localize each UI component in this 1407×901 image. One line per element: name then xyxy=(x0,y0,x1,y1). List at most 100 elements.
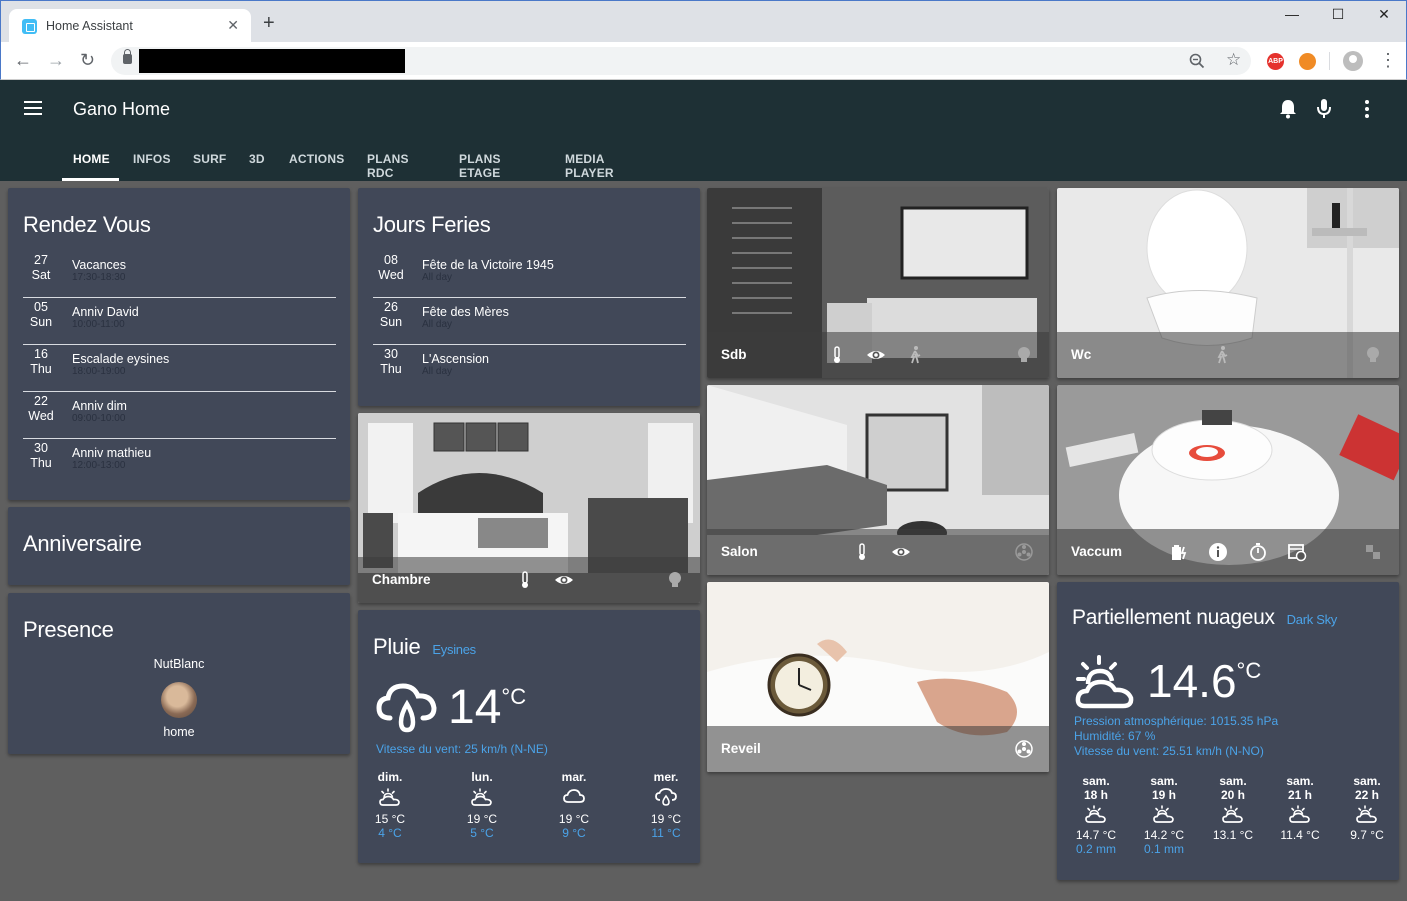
calendar-event[interactable]: 16 Thu Escalade eysines 18:00-19:00 xyxy=(23,345,336,392)
forecast-hour: sam. 18 h 14.7 °C 0.2 mm xyxy=(1069,774,1123,856)
weather-location: Eysines xyxy=(432,642,476,657)
tab-infos[interactable]: INFOS xyxy=(133,152,171,166)
forecast-weekday: mer. xyxy=(653,770,679,784)
browser-tab[interactable]: Home Assistant ✕ xyxy=(9,9,251,43)
partly-cloudy-icon xyxy=(1206,802,1260,826)
event-weekday: Sun xyxy=(379,315,403,329)
forecast-weekday: lun. xyxy=(471,770,493,784)
event-weekday: Thu xyxy=(380,362,402,376)
forecast-temp: 14.2 °C xyxy=(1143,828,1185,842)
adblock-icon[interactable]: ABP xyxy=(1267,53,1284,70)
event-date: 26 Sun xyxy=(373,300,409,330)
calendar-event[interactable]: 05 Sun Anniv David 10:00-11:00 xyxy=(23,298,336,345)
event-weekday: Wed xyxy=(378,268,404,282)
battery-charging-icon[interactable] xyxy=(1169,542,1189,562)
app-header: Gano Home HOME INFOS SURF 3D ACTIONS PLA… xyxy=(0,80,1407,181)
tab-plans-rdc[interactable]: PLANS RDC xyxy=(367,152,409,180)
temperature-unit: °C xyxy=(501,684,527,709)
hamburger-menu-icon[interactable] xyxy=(24,101,42,115)
event-time: 10:00-11:00 xyxy=(72,319,125,330)
tab-media-player[interactable]: MEDIA PLAYER xyxy=(565,152,614,180)
fan-icon[interactable] xyxy=(1014,739,1034,759)
wc-room-card[interactable]: Wc xyxy=(1057,188,1399,378)
forecast-weekday: sam. xyxy=(1082,774,1110,788)
chambre-room-card[interactable]: Chambre xyxy=(358,413,700,603)
calendar-clock-icon[interactable] xyxy=(1287,542,1307,562)
close-window-button[interactable]: ✕ xyxy=(1378,6,1390,22)
address-bar[interactable]: ☆ xyxy=(111,47,1251,75)
back-icon[interactable]: ← xyxy=(14,50,32,70)
thermometer-icon[interactable] xyxy=(852,542,872,562)
browser-menu-icon[interactable]: ⋮ xyxy=(1379,50,1397,70)
forecast-high: 19 °C xyxy=(650,812,682,826)
weather-condition: Partiellement nuageux xyxy=(1072,606,1275,629)
rendez-vous-card: Rendez Vous 27 Sat Vacances 17:30-18:30 05 Su… xyxy=(8,188,350,500)
forecast-high: 19 °C xyxy=(466,812,498,826)
person-avatar[interactable] xyxy=(161,682,197,718)
motion-sensor-icon[interactable] xyxy=(905,345,925,365)
tab-actions[interactable]: ACTIONS xyxy=(289,152,345,166)
forecast-hour: sam. 21 h 11.4 °C xyxy=(1273,774,1327,842)
lightbulb-icon[interactable] xyxy=(1363,345,1383,365)
thermometer-icon[interactable] xyxy=(515,570,535,590)
eye-icon[interactable] xyxy=(891,542,911,562)
card-title: Rendez Vous xyxy=(23,212,151,237)
tab-3d[interactable]: 3D xyxy=(249,152,265,166)
temperature-row: 14°C xyxy=(448,680,526,735)
forecast-low: 4 °C xyxy=(378,826,402,840)
event-weekday: Sat xyxy=(31,268,51,282)
eye-icon[interactable] xyxy=(866,345,886,365)
timer-icon[interactable] xyxy=(1248,542,1268,562)
forecast-time: 18 h xyxy=(1083,788,1108,802)
calendar-event[interactable]: 08 Wed Fête de la Victoire 1945 All day xyxy=(373,251,686,298)
lightbulb-icon[interactable] xyxy=(1014,345,1034,365)
room-bar: Vaccum xyxy=(1057,529,1399,575)
notifications-bell-icon[interactable] xyxy=(1278,98,1298,120)
lock-icon xyxy=(123,49,132,64)
thermometer-icon[interactable] xyxy=(827,345,847,365)
calendar-event[interactable]: 30 Thu Anniv mathieu 12:00-13:00 xyxy=(23,439,336,486)
event-day: 27 xyxy=(34,253,48,267)
zoom-icon[interactable] xyxy=(1189,53,1205,69)
new-tab-button[interactable]: + xyxy=(263,12,275,34)
salon-room-card[interactable]: Salon xyxy=(707,385,1049,575)
calendar-event[interactable]: 26 Sun Fête des Mères All day xyxy=(373,298,686,345)
room-name: Salon xyxy=(721,544,758,559)
tab-home[interactable]: HOME xyxy=(73,152,110,166)
tab-surf[interactable]: SURF xyxy=(193,152,227,166)
browser-tab-strip: Home Assistant ✕ + — ☐ ✕ xyxy=(0,0,1407,43)
extension-icon[interactable] xyxy=(1299,53,1316,70)
calendar-event[interactable]: 27 Sat Vacances 17:30-18:30 xyxy=(23,251,336,298)
event-title: L'Ascension xyxy=(422,352,490,366)
tab-close-icon[interactable]: ✕ xyxy=(227,17,239,33)
event-day: 26 xyxy=(384,300,398,314)
eye-icon[interactable] xyxy=(554,570,574,590)
motion-sensor-icon[interactable] xyxy=(1212,345,1232,365)
forecast-weekday: sam. xyxy=(1150,774,1178,788)
forecast-high: 19 °C xyxy=(558,812,590,826)
lightbulb-icon[interactable] xyxy=(665,570,685,590)
vaccum-card[interactable]: Vaccum xyxy=(1057,385,1399,575)
bookmark-star-icon[interactable]: ☆ xyxy=(1226,50,1242,69)
calendar-event[interactable]: 22 Wed Anniv dim 09:00-10:00 xyxy=(23,392,336,439)
forward-icon[interactable]: → xyxy=(47,50,65,70)
microphone-icon[interactable] xyxy=(1314,98,1334,120)
reveil-card[interactable]: Reveil xyxy=(707,582,1049,772)
tab-plans-etage[interactable]: PLANS ETAGE xyxy=(459,152,501,180)
robot-status-icon[interactable] xyxy=(1363,542,1383,562)
sdb-room-card[interactable]: Sdb xyxy=(707,188,1049,378)
event-title: Fête de la Victoire 1945 xyxy=(422,258,554,272)
fan-icon[interactable] xyxy=(1014,542,1034,562)
calendar-event[interactable]: 30 Thu L'Ascension All day xyxy=(373,345,686,392)
profile-avatar-icon[interactable] xyxy=(1343,51,1363,71)
event-date: 30 Thu xyxy=(373,347,409,377)
maximize-button[interactable]: ☐ xyxy=(1331,6,1345,22)
info-icon[interactable] xyxy=(1208,542,1228,562)
overflow-menu-icon[interactable] xyxy=(1357,98,1377,120)
active-tab-indicator xyxy=(62,178,119,181)
event-day: 22 xyxy=(34,394,48,408)
forecast-low: 11 °C xyxy=(651,826,681,840)
minimize-button[interactable]: — xyxy=(1285,6,1299,22)
reload-icon[interactable]: ↻ xyxy=(80,50,96,70)
event-title: Anniv mathieu xyxy=(72,446,152,460)
